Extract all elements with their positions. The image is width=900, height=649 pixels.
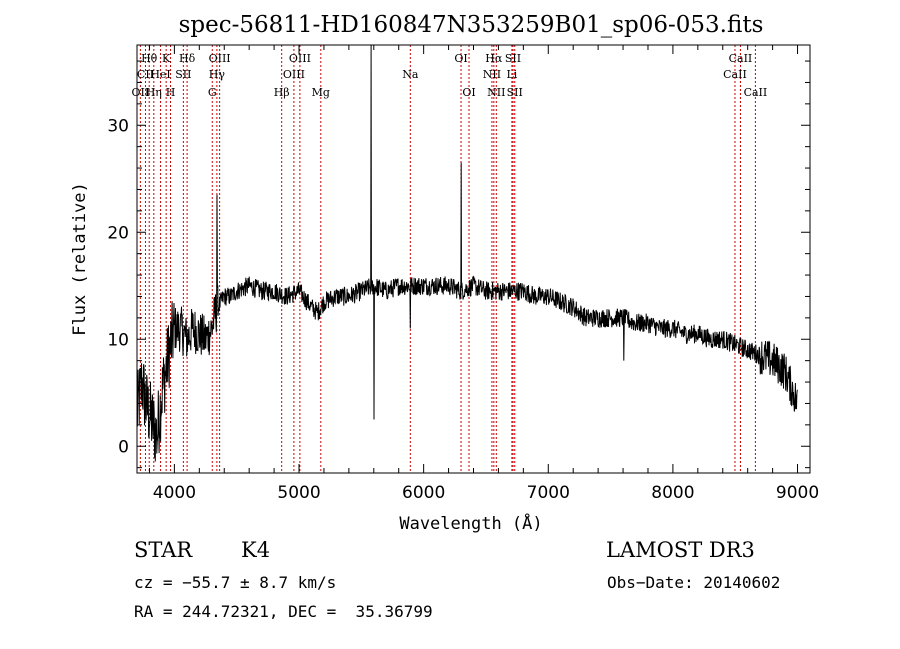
line-label-24: SII bbox=[507, 86, 523, 99]
line-label-2: OII bbox=[132, 86, 150, 99]
line-label-11: Hγ bbox=[209, 68, 226, 81]
line-label-17: OI bbox=[454, 52, 467, 65]
line-label-1: CII bbox=[137, 68, 154, 81]
object-subclass: K4 bbox=[241, 538, 271, 562]
spectral-line-markers bbox=[139, 45, 756, 473]
line-label-9: G bbox=[208, 86, 217, 99]
coordinates-readout: RA = 244.72321, DEC = 35.36799 bbox=[134, 602, 433, 621]
line-label-14: OIII bbox=[283, 68, 305, 81]
velocity-readout: cz = −55.7 ± 8.7 km/s bbox=[134, 573, 337, 592]
line-label-20: NII bbox=[483, 68, 501, 81]
line-label-25: CaII bbox=[729, 52, 753, 65]
y-axis: 0 10 20 30 bbox=[107, 60, 810, 469]
spectrum-line bbox=[136, 44, 798, 462]
line-label-22: SII bbox=[505, 52, 521, 65]
y-tick-label-0: 0 bbox=[118, 437, 129, 457]
line-label-15: Mg bbox=[312, 86, 330, 99]
x-tick-label-0: 4000 bbox=[153, 483, 196, 503]
line-label-21: NII bbox=[487, 86, 505, 99]
line-label-27: CaII bbox=[744, 86, 768, 99]
survey-name: LAMOST DR3 bbox=[606, 538, 755, 562]
x-tick-label-2: 6000 bbox=[402, 483, 445, 503]
line-label-19: Hα bbox=[485, 52, 503, 65]
line-label-23: Li bbox=[506, 68, 517, 81]
chart-title: spec-56811-HD160847N353259B01_sp06-053.f… bbox=[179, 12, 764, 38]
line-label-5: K bbox=[162, 52, 171, 65]
y-tick-label-1: 10 bbox=[107, 330, 129, 350]
x-tick-label-1: 5000 bbox=[277, 483, 320, 503]
line-label-16: Na bbox=[402, 68, 419, 81]
y-axis-label: Flux (relative) bbox=[70, 182, 90, 336]
object-type: STAR bbox=[134, 538, 193, 562]
x-axis: 4000 5000 6000 7000 8000 9000 bbox=[148, 45, 819, 503]
x-tick-label-3: 7000 bbox=[527, 483, 570, 503]
line-label-3: Hη bbox=[146, 86, 162, 99]
line-label-13: OIII bbox=[289, 52, 311, 65]
y-tick-label-2: 20 bbox=[107, 223, 129, 243]
plot-frame bbox=[136, 44, 811, 474]
x-tick-label-5: 9000 bbox=[776, 483, 819, 503]
line-label-12: Hβ bbox=[274, 86, 290, 99]
line-label-18: OI bbox=[462, 86, 475, 99]
line-label-4: HeI bbox=[150, 68, 170, 81]
line-label-8: Hδ bbox=[179, 52, 196, 65]
line-label-10: OIII bbox=[209, 52, 231, 65]
line-label-7: SII bbox=[175, 68, 191, 81]
line-label-6: H bbox=[166, 86, 176, 99]
spectrum-series bbox=[136, 44, 798, 462]
x-axis-label: Wavelength (Å) bbox=[399, 512, 542, 534]
line-label-0: Hθ bbox=[141, 52, 158, 65]
observation-date: Obs−Date: 20140602 bbox=[607, 573, 781, 592]
y-tick-label-3: 30 bbox=[107, 116, 129, 136]
line-label-26: CaII bbox=[723, 68, 747, 81]
x-tick-label-4: 8000 bbox=[651, 483, 694, 503]
